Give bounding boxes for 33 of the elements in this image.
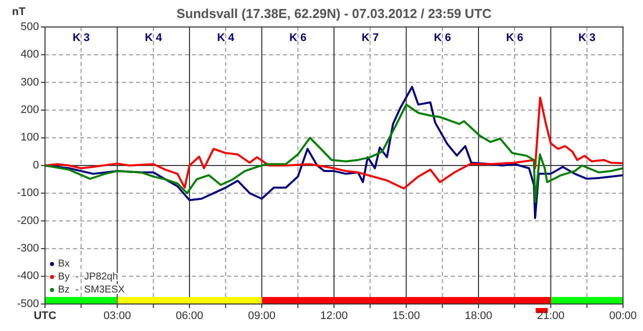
- x-tick-label: 21:00: [536, 310, 565, 322]
- x-tick-label: 09:00: [248, 310, 276, 322]
- x-tick-label: 06:00: [176, 310, 204, 322]
- annotation: K 3: [72, 32, 90, 44]
- annotation: K 6: [506, 32, 524, 44]
- x-tick-label: 18:00: [464, 310, 492, 322]
- y-tick-label: -400: [16, 270, 39, 282]
- annotation: K 6: [289, 32, 306, 44]
- y-tick-label: 0: [32, 159, 39, 172]
- y-tick-label: 300: [20, 76, 39, 88]
- chart-title: Sundsvall (17.38E, 62.29N) - 07.03.2012 / 23:59 UTC: [176, 6, 492, 21]
- x-tick-label: 12:00: [320, 310, 348, 322]
- line-series: [44, 96, 624, 190]
- line-series: [44, 104, 624, 204]
- annotation: K 3: [578, 32, 596, 44]
- y-tick-label: -200: [16, 214, 39, 227]
- y-tick-label: 100: [20, 132, 39, 144]
- annotation: K 6: [434, 32, 451, 44]
- annotation: K 4: [144, 32, 163, 44]
- y-tick-label: 400: [20, 48, 39, 61]
- annotation: K 4: [217, 32, 236, 44]
- y-tick-label: -300: [16, 242, 39, 255]
- y-tick-label: 200: [20, 104, 39, 116]
- y-tick-label: 500: [20, 20, 39, 33]
- x-tick-label: 00:00: [609, 310, 637, 322]
- legend-label: Bx: [58, 258, 70, 270]
- y-axis-title: nT: [12, 6, 26, 18]
- annotation: K 7: [362, 32, 379, 44]
- x-tick-label: UTC: [34, 310, 56, 322]
- x-tick-label: 03:00: [103, 310, 132, 322]
- x-tick-label: 15:00: [392, 310, 420, 322]
- y-tick-label: -500: [16, 298, 39, 310]
- y-tick-label: -100: [16, 187, 39, 200]
